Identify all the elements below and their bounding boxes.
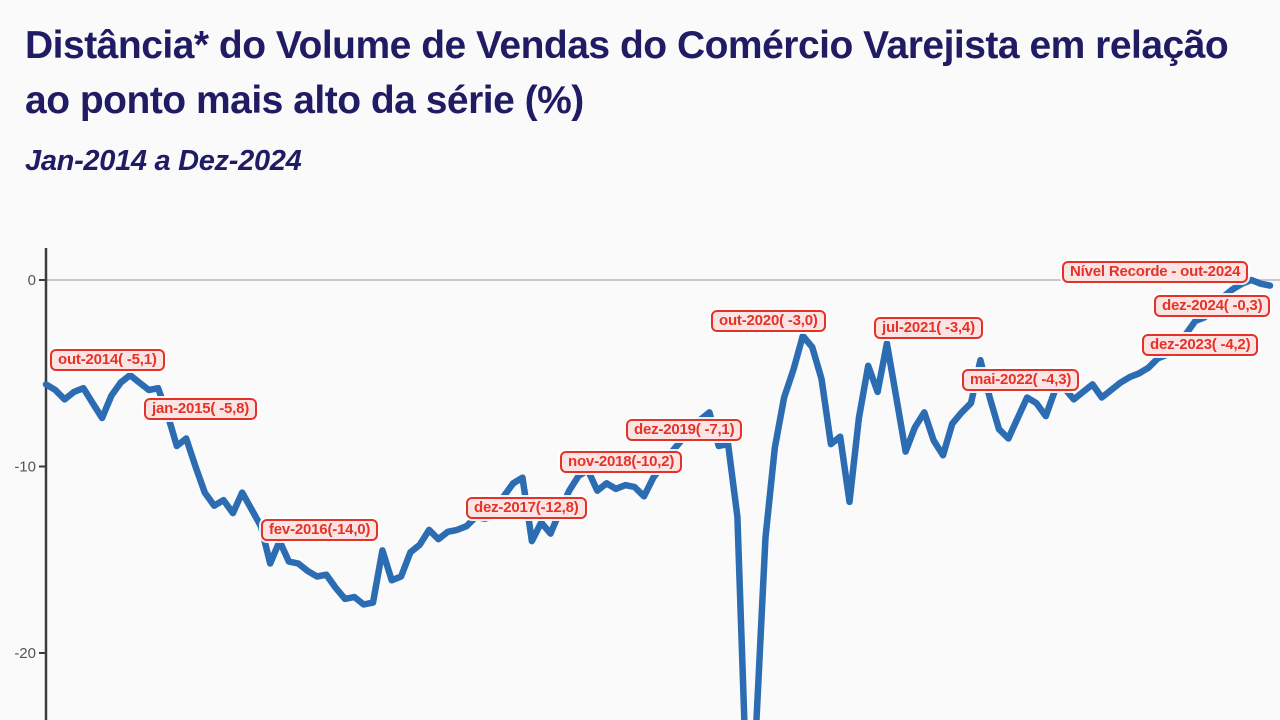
annotation-label: Nível Recorde - out-2024 [1062,261,1249,283]
page-subtitle: Jan-2014 a Dez-2024 [25,144,302,177]
annotation-label: jul-2021( -3,4) [874,317,983,339]
annotation-label: mai-2022( -4,3) [962,369,1080,391]
annotation-label: fev-2016(-14,0) [261,519,379,541]
annotation-label: nov-2018(-10,2) [560,451,683,473]
annotation-label: dez-2024( -0,3) [1154,295,1271,317]
series-line [42,276,1274,720]
annotation-label: out-2014( -5,1) [50,349,165,371]
annotation-label: jan-2015( -5,8) [144,398,258,420]
page-title: Distância* do Volume de Vendas do Comérc… [25,24,1229,123]
y-tick-label: 0 [28,272,36,289]
annotation-label: out-2020( -3,0) [711,310,826,332]
y-tick-label: -10 [14,459,36,476]
y-axis-ticks: 0 -10 -20 [14,272,46,662]
chart-header: Distância* do Volume de Vendas do Comérc… [25,18,1275,178]
y-tick-label: -20 [14,645,36,662]
annotation-label: dez-2019( -7,1) [626,419,743,441]
annotation-label: dez-2023( -4,2) [1142,334,1259,356]
chart-canvas: 0 -10 -20 [14,248,1280,720]
line-chart: 0 -10 -20 out-2014( -5,1) jan-2015( -5,8) fe… [0,240,1280,720]
annotation-label: dez-2017(-12,8) [466,497,587,519]
